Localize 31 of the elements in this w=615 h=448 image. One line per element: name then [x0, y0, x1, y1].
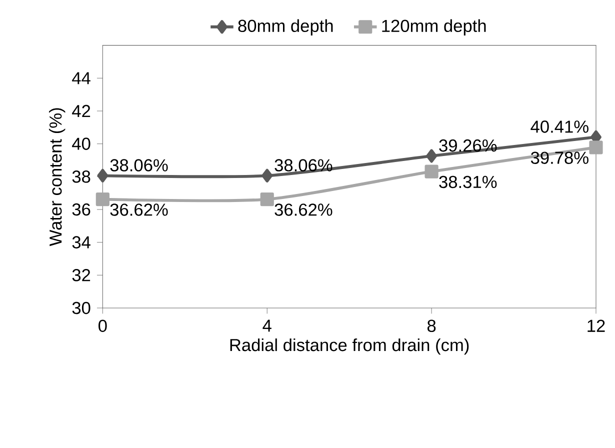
y-tick-label: 36: [72, 203, 90, 216]
point: [589, 140, 603, 154]
data-label: 40.41%: [530, 120, 588, 133]
legend-label: 120mm depth: [382, 19, 486, 36]
legend-label: 80mm depth: [238, 19, 333, 36]
point: [426, 149, 438, 163]
data-label: 39.78%: [530, 152, 588, 164]
point: [97, 168, 108, 182]
point: [262, 168, 273, 182]
point: [424, 164, 438, 178]
point: [260, 192, 274, 206]
y-tick-label: 42: [72, 104, 90, 118]
x-tick-label: 12: [588, 320, 605, 332]
data-label: 36.62%: [274, 204, 332, 216]
y-tick-label: 30: [72, 302, 90, 314]
data-label: 36.62%: [110, 204, 168, 216]
x-tick-label: 8: [427, 320, 436, 332]
point: [96, 192, 110, 206]
data-label: 38.31%: [439, 176, 497, 188]
y-tick-label: 38: [72, 170, 90, 183]
x-tick-label: 0: [98, 320, 107, 332]
data-label: 39.26%: [439, 139, 497, 152]
y-axis-title: Water content (%): [49, 108, 66, 246]
x-axis-title: Radial distance from drain (cm): [230, 338, 469, 355]
y-tick-label: 34: [72, 236, 90, 248]
y-tick-label: 44: [72, 72, 90, 84]
data-label: 38.06%: [274, 159, 332, 172]
data-label: 38.06%: [110, 159, 168, 172]
y-tick-label: 40: [72, 138, 90, 150]
x-tick-label: 4: [262, 320, 272, 332]
y-tick-label: 32: [72, 269, 90, 282]
